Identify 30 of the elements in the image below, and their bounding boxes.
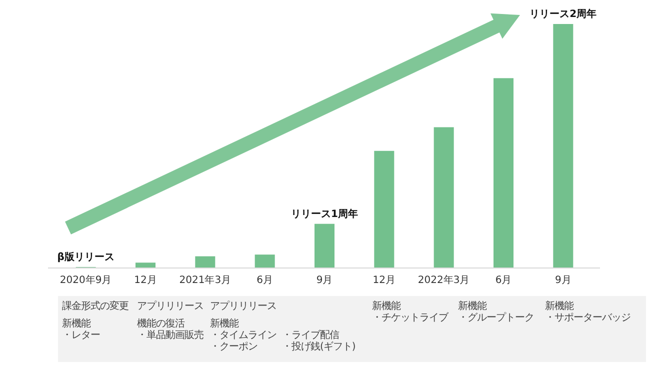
x-tick-label: 12月 [134, 275, 157, 286]
x-tick-label: 6月 [256, 275, 274, 286]
text: ・グループトーク [458, 312, 534, 324]
text: 新機能 [372, 300, 401, 312]
text: 新機能 [210, 317, 239, 330]
text: リリース2周年 [530, 8, 597, 20]
x-tick-label: 9月 [316, 275, 333, 286]
x-tick-label: 12月 [372, 275, 396, 286]
text: ・チケットライブ [372, 312, 450, 324]
x-tick-label: 2020年9月 [60, 274, 112, 286]
text: 新機能 [458, 300, 487, 312]
text: アプリリリース [137, 300, 204, 312]
text: 機能の復活 [137, 317, 185, 330]
text: 新機能 [545, 300, 574, 312]
text: ・投げ銭(ギフト) [282, 340, 356, 352]
text: ・単品動画販売 [137, 328, 204, 341]
text: ・サポーターバッジ [545, 312, 631, 324]
annotation: β版リリース [57, 251, 114, 264]
text: 新機能 [62, 317, 91, 330]
text: ・タイムライン [210, 330, 277, 341]
x-tick-label: 9月 [554, 275, 572, 286]
text: 課金形式の変更 [62, 300, 129, 312]
text: アプリリリース [210, 300, 276, 312]
text: ・クーポン [210, 341, 258, 352]
annotation: リリース1周年 [291, 208, 358, 220]
x-tick-label: 6月 [495, 275, 512, 286]
x-tick-label: 2021年3月 [179, 274, 232, 286]
x-tick-label: 2022年3月 [418, 274, 470, 286]
text: ・ライブ配信 [282, 328, 340, 341]
text: ・レター [62, 330, 100, 341]
